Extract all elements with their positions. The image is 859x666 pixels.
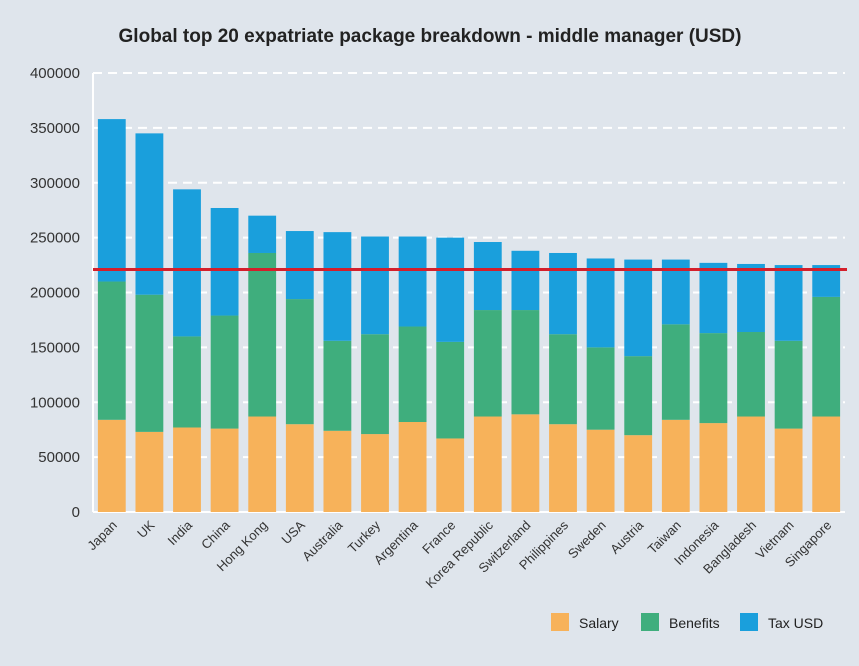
bar-segment-tax-usd (323, 232, 352, 341)
x-tick-label: Japan (84, 518, 120, 554)
legend-label: Benefits (669, 615, 720, 631)
y-tick-label: 0 (72, 504, 80, 521)
bar-segment-benefits (398, 326, 427, 423)
legend-label: Tax USD (768, 615, 823, 631)
bar-segment-salary (624, 435, 653, 512)
bar-segment-benefits (285, 299, 314, 425)
x-tick-label: Sweden (565, 518, 609, 562)
x-tick-label: USA (278, 517, 308, 547)
bar-segment-tax-usd (248, 215, 277, 253)
bar-segment-tax-usd (398, 236, 427, 327)
y-tick-label: 200000 (30, 285, 80, 302)
bar-segment-salary (398, 422, 427, 512)
bar-segment-salary (210, 428, 239, 512)
bar-segment-benefits (210, 315, 239, 429)
bar-segment-tax-usd (624, 259, 653, 357)
bar-segment-tax-usd (549, 252, 577, 335)
bar-segment-benefits (624, 356, 653, 436)
bar-segment-salary (361, 434, 389, 512)
bar-segment-salary (473, 416, 502, 512)
bar-segment-benefits (173, 336, 201, 428)
y-tick-label: 250000 (30, 230, 80, 247)
bar-segment-salary (285, 424, 314, 512)
bar-segment-salary (97, 419, 126, 512)
x-tick-label: Australia (299, 517, 346, 564)
bar-segment-tax-usd (737, 263, 765, 333)
bar-segment-benefits (135, 294, 164, 432)
bar-segment-tax-usd (699, 262, 728, 334)
bar-segment-salary (173, 427, 201, 512)
bar-segment-salary (135, 431, 164, 512)
bar-segment-salary (699, 423, 728, 512)
bar-segment-salary (436, 438, 465, 512)
legend-swatch (551, 613, 569, 631)
bar-segment-benefits (473, 310, 502, 417)
bar-segment-benefits (248, 252, 277, 417)
legend-label: Salary (579, 615, 619, 631)
bar-segment-salary (323, 430, 352, 512)
bar-segment-tax-usd (285, 231, 314, 300)
bar-segment-salary (774, 428, 803, 512)
bar-segment-benefits (549, 334, 577, 425)
y-tick-label: 350000 (30, 120, 80, 137)
bar-segment-salary (812, 416, 841, 512)
bar-segment-tax-usd (135, 133, 164, 295)
x-tick-label: UK (134, 517, 158, 541)
bar-segment-tax-usd (173, 189, 201, 337)
bars-layer (97, 119, 841, 512)
bar-segment-benefits (361, 334, 389, 435)
y-tick-label: 100000 (30, 394, 80, 411)
bar-segment-tax-usd (586, 258, 615, 348)
x-tick-label: Austria (607, 517, 647, 557)
bar-segment-tax-usd (361, 236, 389, 335)
bar-segment-salary (661, 419, 690, 512)
bar-segment-tax-usd (97, 119, 126, 282)
legend: Salary Benefits Tax USD (551, 613, 823, 631)
bar-segment-tax-usd (511, 250, 540, 311)
bar-segment-salary (737, 416, 765, 512)
y-axis-ticks: 0 50000 100000 150000 200000 250000 300000 3500… (30, 65, 80, 521)
bar-segment-benefits (436, 341, 465, 439)
bar-segment-tax-usd (473, 242, 502, 311)
y-tick-label: 300000 (30, 175, 80, 192)
y-tick-label: 50000 (38, 449, 80, 466)
bar-segment-benefits (323, 340, 352, 431)
x-tick-label: China (198, 517, 233, 552)
bar-segment-salary (511, 414, 540, 512)
bar-segment-benefits (586, 347, 615, 430)
grid-layer (92, 72, 845, 513)
bar-segment-tax-usd (774, 265, 803, 341)
chart-title: Global top 20 expatriate package breakdo… (119, 26, 742, 47)
bar-segment-tax-usd (210, 207, 239, 316)
bar-segment-salary (248, 416, 277, 512)
y-tick-label: 150000 (30, 339, 80, 356)
legend-swatch (641, 613, 659, 631)
bar-segment-benefits (511, 310, 540, 415)
bar-segment-tax-usd (436, 237, 465, 342)
legend-swatch (740, 613, 758, 631)
bar-segment-salary (586, 429, 615, 512)
bar-segment-benefits (737, 332, 765, 417)
bar-segment-benefits (812, 296, 841, 417)
x-tick-label: India (165, 517, 196, 548)
y-tick-label: 400000 (30, 65, 80, 82)
bar-segment-benefits (97, 281, 126, 420)
bar-segment-benefits (774, 340, 803, 429)
bar-segment-benefits (661, 324, 690, 420)
bar-segment-benefits (699, 333, 728, 424)
bar-segment-salary (549, 424, 577, 512)
